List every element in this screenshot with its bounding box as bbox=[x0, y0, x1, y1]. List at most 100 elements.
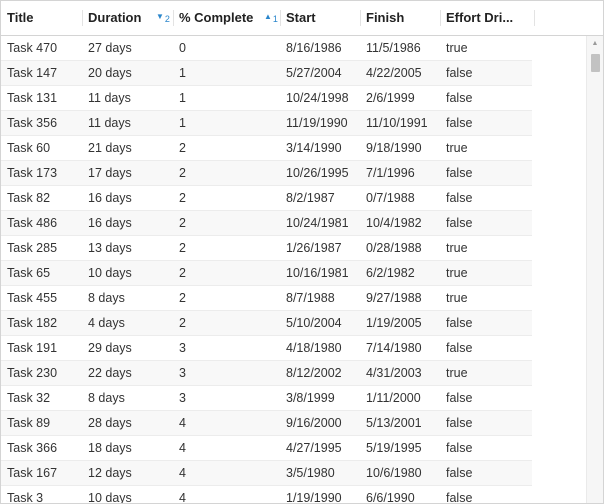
cell-finish[interactable]: 6/6/1990 bbox=[366, 491, 415, 503]
cell-duration[interactable]: 11 days bbox=[88, 91, 131, 105]
scrollbar-thumb[interactable] bbox=[591, 54, 600, 72]
table-row[interactable]: Task 167 12 days 4 3/5/1980 10/6/1980 false bbox=[1, 461, 532, 486]
cell-percent-complete[interactable]: 3 bbox=[179, 366, 186, 380]
cell-title[interactable]: Task 147 bbox=[7, 66, 58, 80]
cell-finish[interactable]: 10/6/1980 bbox=[366, 466, 422, 480]
cell-title[interactable]: Task 82 bbox=[7, 191, 51, 205]
cell-title[interactable]: Task 486 bbox=[7, 216, 58, 230]
cell-title[interactable]: Task 131 bbox=[7, 91, 58, 105]
cell-effort-driven[interactable]: true bbox=[446, 141, 468, 155]
cell-effort-driven[interactable]: false bbox=[446, 391, 473, 405]
cell-title[interactable]: Task 60 bbox=[7, 141, 51, 155]
cell-percent-complete[interactable]: 2 bbox=[179, 291, 186, 305]
cell-title[interactable]: Task 366 bbox=[7, 441, 58, 455]
cell-duration[interactable]: 28 days bbox=[88, 416, 132, 430]
cell-effort-driven[interactable]: true bbox=[446, 41, 468, 55]
cell-percent-complete[interactable]: 4 bbox=[179, 441, 186, 455]
cell-title[interactable]: Task 182 bbox=[7, 316, 58, 330]
column-resize-handle[interactable] bbox=[82, 10, 83, 26]
cell-duration[interactable]: 8 days bbox=[88, 391, 125, 405]
cell-title[interactable]: Task 89 bbox=[7, 416, 51, 430]
cell-percent-complete[interactable]: 2 bbox=[179, 141, 186, 155]
cell-finish[interactable]: 1/19/2005 bbox=[366, 316, 422, 330]
cell-finish[interactable]: 10/4/1982 bbox=[366, 216, 422, 230]
cell-effort-driven[interactable]: false bbox=[446, 316, 473, 330]
cell-percent-complete[interactable]: 4 bbox=[179, 466, 186, 480]
cell-finish[interactable]: 6/2/1982 bbox=[366, 266, 415, 280]
cell-effort-driven[interactable]: false bbox=[446, 191, 473, 205]
cell-finish[interactable]: 7/14/1980 bbox=[366, 341, 422, 355]
cell-duration[interactable]: 22 days bbox=[88, 366, 132, 380]
cell-title[interactable]: Task 191 bbox=[7, 341, 58, 355]
cell-duration[interactable]: 11 days bbox=[88, 116, 131, 130]
cell-start[interactable]: 1/19/1990 bbox=[286, 491, 342, 503]
cell-title[interactable]: Task 32 bbox=[7, 391, 51, 405]
cell-title[interactable]: Task 285 bbox=[7, 241, 58, 255]
column-header-duration[interactable]: Duration bbox=[88, 10, 142, 25]
cell-start[interactable]: 8/16/1986 bbox=[286, 41, 342, 55]
cell-percent-complete[interactable]: 2 bbox=[179, 266, 186, 280]
cell-start[interactable]: 8/2/1987 bbox=[286, 191, 335, 205]
cell-start[interactable]: 5/27/2004 bbox=[286, 66, 342, 80]
cell-finish[interactable]: 5/19/1995 bbox=[366, 441, 422, 455]
cell-start[interactable]: 5/10/2004 bbox=[286, 316, 342, 330]
cell-start[interactable]: 10/24/1998 bbox=[286, 91, 349, 105]
cell-effort-driven[interactable]: false bbox=[446, 66, 473, 80]
table-row[interactable]: Task 147 20 days 1 5/27/2004 4/22/2005 false bbox=[1, 61, 532, 86]
cell-start[interactable]: 9/16/2000 bbox=[286, 416, 342, 430]
cell-duration[interactable]: 10 days bbox=[88, 266, 132, 280]
cell-start[interactable]: 3/8/1999 bbox=[286, 391, 335, 405]
column-header-finish[interactable]: Finish bbox=[366, 10, 405, 25]
cell-finish[interactable]: 7/1/1996 bbox=[366, 166, 415, 180]
cell-percent-complete[interactable]: 2 bbox=[179, 316, 186, 330]
cell-title[interactable]: Task 167 bbox=[7, 466, 58, 480]
cell-finish[interactable]: 0/28/1988 bbox=[366, 241, 422, 255]
cell-effort-driven[interactable]: true bbox=[446, 266, 468, 280]
cell-effort-driven[interactable]: false bbox=[446, 441, 473, 455]
table-row[interactable]: Task 366 18 days 4 4/27/1995 5/19/1995 false bbox=[1, 436, 532, 461]
table-row[interactable]: Task 82 16 days 2 8/2/1987 0/7/1988 false bbox=[1, 186, 532, 211]
cell-percent-complete[interactable]: 3 bbox=[179, 341, 186, 355]
cell-duration[interactable]: 16 days bbox=[88, 191, 132, 205]
cell-effort-driven[interactable]: true bbox=[446, 291, 468, 305]
cell-title[interactable]: Task 173 bbox=[7, 166, 58, 180]
column-resize-handle[interactable] bbox=[173, 10, 174, 26]
column-resize-handle[interactable] bbox=[360, 10, 361, 26]
cell-effort-driven[interactable]: false bbox=[446, 91, 473, 105]
cell-percent-complete[interactable]: 2 bbox=[179, 241, 186, 255]
table-row[interactable]: Task 173 17 days 2 10/26/1995 7/1/1996 false bbox=[1, 161, 532, 186]
column-header-percent-complete[interactable]: % Complete bbox=[179, 10, 254, 25]
cell-duration[interactable]: 12 days bbox=[88, 466, 132, 480]
cell-start[interactable]: 10/24/1981 bbox=[286, 216, 349, 230]
cell-effort-driven[interactable]: false bbox=[446, 166, 473, 180]
cell-duration[interactable]: 20 days bbox=[88, 66, 132, 80]
table-row[interactable]: Task 131 11 days 1 10/24/1998 2/6/1999 false bbox=[1, 86, 532, 111]
table-row[interactable]: Task 32 8 days 3 3/8/1999 1/11/2000 false bbox=[1, 386, 532, 411]
cell-effort-driven[interactable]: false bbox=[446, 491, 473, 503]
cell-percent-complete[interactable]: 4 bbox=[179, 416, 186, 430]
cell-duration[interactable]: 27 days bbox=[88, 41, 132, 55]
table-row[interactable]: Task 285 13 days 2 1/26/1987 0/28/1988 true bbox=[1, 236, 532, 261]
table-row[interactable]: Task 230 22 days 3 8/12/2002 4/31/2003 true bbox=[1, 361, 532, 386]
column-resize-handle[interactable] bbox=[534, 10, 535, 26]
cell-finish[interactable]: 4/31/2003 bbox=[366, 366, 422, 380]
cell-effort-driven[interactable]: false bbox=[446, 416, 473, 430]
cell-percent-complete[interactable]: 2 bbox=[179, 166, 186, 180]
cell-duration[interactable]: 10 days bbox=[88, 491, 132, 503]
cell-title[interactable]: Task 230 bbox=[7, 366, 58, 380]
cell-finish[interactable]: 11/10/1991 bbox=[366, 116, 428, 130]
cell-percent-complete[interactable]: 1 bbox=[179, 116, 186, 130]
table-row[interactable]: Task 3 10 days 4 1/19/1990 6/6/1990 false bbox=[1, 486, 532, 503]
cell-start[interactable]: 8/7/1988 bbox=[286, 291, 335, 305]
column-resize-handle[interactable] bbox=[280, 10, 281, 26]
cell-percent-complete[interactable]: 0 bbox=[179, 41, 186, 55]
cell-start[interactable]: 8/12/2002 bbox=[286, 366, 342, 380]
cell-effort-driven[interactable]: false bbox=[446, 341, 473, 355]
cell-percent-complete[interactable]: 3 bbox=[179, 391, 186, 405]
cell-duration[interactable]: 16 days bbox=[88, 216, 132, 230]
cell-duration[interactable]: 4 days bbox=[88, 316, 125, 330]
table-row[interactable]: Task 356 11 days 1 11/19/1990 11/10/1991 fals… bbox=[1, 111, 532, 136]
cell-percent-complete[interactable]: 2 bbox=[179, 216, 186, 230]
cell-duration[interactable]: 17 days bbox=[88, 166, 132, 180]
cell-percent-complete[interactable]: 2 bbox=[179, 191, 186, 205]
